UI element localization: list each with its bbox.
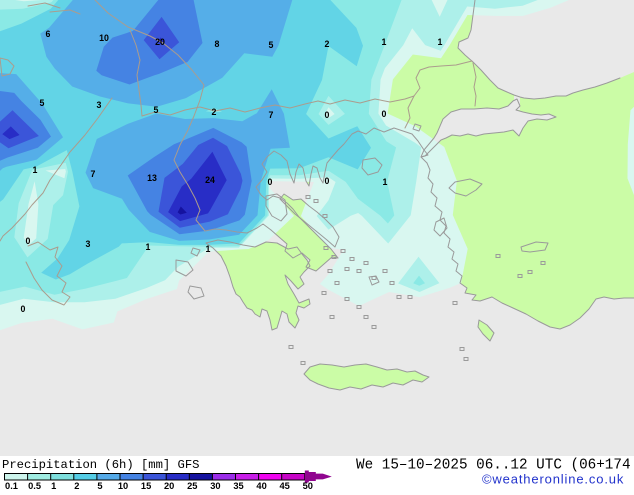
- svg-text:35: 35: [233, 481, 243, 490]
- svg-text:1: 1: [206, 244, 211, 254]
- svg-text:3: 3: [97, 100, 102, 110]
- svg-text:0.5: 0.5: [28, 481, 41, 490]
- svg-text:©weatheronline.co.uk: ©weatheronline.co.uk: [482, 472, 624, 487]
- svg-text:25: 25: [187, 481, 197, 490]
- svg-text:5: 5: [154, 105, 159, 115]
- svg-text:2: 2: [74, 481, 79, 490]
- svg-text:20: 20: [164, 481, 174, 490]
- svg-text:10: 10: [118, 481, 128, 490]
- svg-text:0: 0: [325, 110, 330, 120]
- svg-text:5: 5: [269, 40, 274, 50]
- svg-text:1: 1: [33, 165, 38, 175]
- svg-text:0: 0: [325, 176, 330, 186]
- svg-text:13: 13: [147, 173, 157, 183]
- svg-text:0.1: 0.1: [5, 481, 18, 490]
- svg-text:1: 1: [382, 37, 387, 47]
- svg-text:3: 3: [86, 239, 91, 249]
- svg-text:15: 15: [141, 481, 151, 490]
- svg-text:40: 40: [256, 481, 266, 490]
- svg-text:0: 0: [382, 109, 387, 119]
- svg-text:7: 7: [269, 110, 274, 120]
- svg-text:7: 7: [91, 169, 96, 179]
- svg-text:50: 50: [303, 481, 313, 490]
- svg-text:5: 5: [97, 481, 102, 490]
- svg-text:2: 2: [212, 107, 217, 117]
- svg-text:20: 20: [155, 37, 165, 47]
- svg-text:1: 1: [383, 177, 388, 187]
- svg-text:1: 1: [438, 37, 443, 47]
- svg-text:1: 1: [146, 242, 151, 252]
- svg-text:0: 0: [21, 304, 26, 314]
- svg-text:10: 10: [99, 33, 109, 43]
- svg-text:5: 5: [40, 98, 45, 108]
- svg-text:Precipitation (6h) [mm] GFS: Precipitation (6h) [mm] GFS: [2, 458, 199, 472]
- svg-text:45: 45: [280, 481, 290, 490]
- svg-text:2: 2: [325, 39, 330, 49]
- svg-text:24: 24: [205, 175, 215, 185]
- svg-text:We 15–10–2025 06..12 UTC (06+1: We 15–10–2025 06..12 UTC (06+174: [356, 458, 631, 474]
- svg-text:6: 6: [46, 29, 51, 39]
- svg-text:0: 0: [268, 177, 273, 187]
- svg-text:0: 0: [26, 236, 31, 246]
- svg-text:8: 8: [215, 39, 220, 49]
- svg-text:1: 1: [51, 481, 56, 490]
- svg-text:30: 30: [210, 481, 220, 490]
